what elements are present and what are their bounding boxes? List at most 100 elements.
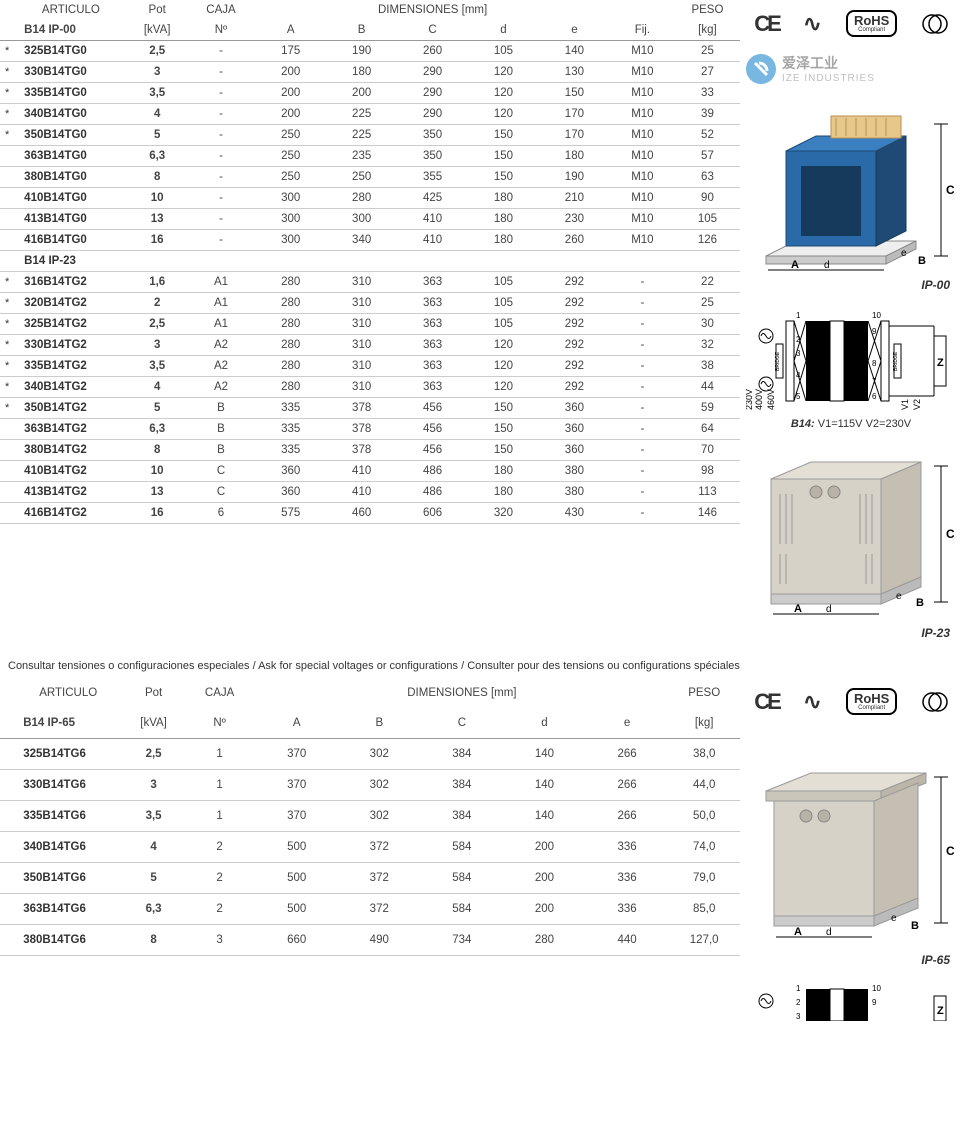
cell-e: 292 xyxy=(539,272,610,293)
row-star xyxy=(0,482,14,503)
cell-articulo: 325B14TG0 xyxy=(14,41,127,62)
cell-C: 734 xyxy=(421,925,504,956)
figure-wiring-2: 123 109 Z xyxy=(746,981,956,1021)
t2-hdr-d: d xyxy=(503,708,586,739)
cell-d: 140 xyxy=(503,739,586,770)
cell-caja: - xyxy=(187,125,256,146)
cell-fij: - xyxy=(610,293,675,314)
cell-B: 302 xyxy=(338,801,421,832)
table-row: 363B14TG66,3250037258420033685,0 xyxy=(0,894,740,925)
cell-A: 280 xyxy=(255,314,326,335)
cell-pot: 3,5 xyxy=(128,356,187,377)
cell-e: 190 xyxy=(539,167,610,188)
cell-C: 363 xyxy=(397,356,468,377)
cell-articulo: 380B14TG0 xyxy=(14,167,127,188)
cell-A: 250 xyxy=(255,167,326,188)
cell-caja: A1 xyxy=(187,293,256,314)
cell-d: 150 xyxy=(468,167,539,188)
cell-d: 150 xyxy=(468,398,539,419)
cell-B: 310 xyxy=(326,356,397,377)
cell-fij: M10 xyxy=(610,146,675,167)
row-star xyxy=(0,146,14,167)
transformer-symbol-icon xyxy=(922,11,948,37)
cell-articulo: 363B14TG0 xyxy=(14,146,127,167)
hdr-sub-art1: B14 IP-00 xyxy=(14,20,127,41)
svg-text:d: d xyxy=(826,604,832,615)
svg-text:V1: V1 xyxy=(900,399,910,410)
svg-text:C: C xyxy=(946,527,954,541)
cell-d: 105 xyxy=(468,293,539,314)
cell-C: 363 xyxy=(397,293,468,314)
t2-hdr-sub-caja: Nº xyxy=(184,708,256,739)
cell-C: 456 xyxy=(397,419,468,440)
svg-text:V2: V2 xyxy=(912,399,922,410)
cell-A: 280 xyxy=(255,293,326,314)
svg-text:d: d xyxy=(824,260,830,271)
cell-C: 584 xyxy=(421,832,504,863)
cell-peso: 39 xyxy=(675,104,740,125)
cell-articulo: 413B14TG2 xyxy=(14,482,127,503)
table-row: 340B14TG64250037258420033674,0 xyxy=(0,832,740,863)
table-row: 416B14TG2166575460606320430-146 xyxy=(0,503,740,524)
cell-e: 430 xyxy=(539,503,610,524)
cell-e: 292 xyxy=(539,377,610,398)
cell-caja: C xyxy=(187,461,256,482)
cell-fij: - xyxy=(610,356,675,377)
cell-B: 225 xyxy=(326,125,397,146)
cell-B: 340 xyxy=(326,230,397,251)
cell-peso: 44 xyxy=(675,377,740,398)
hdr-caja: CAJA xyxy=(187,0,256,20)
cell-peso: 44,0 xyxy=(668,770,740,801)
cell-d: 120 xyxy=(468,356,539,377)
figure-ip23: C Ad eB IP-23 xyxy=(746,444,956,640)
cell-A: 370 xyxy=(255,801,338,832)
cell-peso: 85,0 xyxy=(668,894,740,925)
cell-B: 302 xyxy=(338,739,421,770)
svg-text:e: e xyxy=(891,913,897,924)
cell-e: 336 xyxy=(586,832,669,863)
cell-C: 486 xyxy=(397,461,468,482)
cell-e: 150 xyxy=(539,83,610,104)
cell-articulo: 416B14TG0 xyxy=(14,230,127,251)
cell-pot: 5 xyxy=(128,125,187,146)
cell-fij: - xyxy=(610,440,675,461)
cell-A: 280 xyxy=(255,272,326,293)
cell-pot: 6,3 xyxy=(123,894,184,925)
cell-d: 180 xyxy=(468,482,539,503)
cell-A: 335 xyxy=(255,419,326,440)
cell-articulo: 416B14TG2 xyxy=(14,503,127,524)
cell-caja: 1 xyxy=(184,739,256,770)
cell-A: 250 xyxy=(255,146,326,167)
row-star: * xyxy=(0,104,14,125)
cell-B: 310 xyxy=(326,335,397,356)
cell-fij: - xyxy=(610,461,675,482)
row-star xyxy=(0,419,14,440)
cell-C: 384 xyxy=(421,801,504,832)
table-row: *330B14TG03-200180290120130M1027 xyxy=(0,62,740,83)
ce-mark-2: CE xyxy=(754,689,779,715)
hdr-sub-caja: Nº xyxy=(187,20,256,41)
cell-peso: 70 xyxy=(675,440,740,461)
row-star xyxy=(0,832,13,863)
cell-C: 290 xyxy=(397,62,468,83)
cell-d: 140 xyxy=(503,770,586,801)
cell-peso: 52 xyxy=(675,125,740,146)
cell-d: 280 xyxy=(503,925,586,956)
cell-pot: 10 xyxy=(128,461,187,482)
hdr-A: A xyxy=(255,20,326,41)
cell-B: 180 xyxy=(326,62,397,83)
cell-e: 266 xyxy=(586,770,669,801)
ip23-drawing: C Ad eB xyxy=(746,444,954,624)
cell-A: 200 xyxy=(255,104,326,125)
table-row: *320B14TG22A1280310363105292-25 xyxy=(0,293,740,314)
cell-C: 363 xyxy=(397,314,468,335)
cell-C: 363 xyxy=(397,335,468,356)
cell-articulo: 320B14TG2 xyxy=(14,293,127,314)
cell-pot: 3 xyxy=(128,62,187,83)
t2-hdr-sub-peso: [kg] xyxy=(668,708,740,739)
cell-articulo: 325B14TG2 xyxy=(14,314,127,335)
svg-text:6: 6 xyxy=(872,392,877,401)
table-row: *330B14TG23A2280310363120292-32 xyxy=(0,335,740,356)
cell-fij: - xyxy=(610,482,675,503)
cell-caja: A2 xyxy=(187,377,256,398)
